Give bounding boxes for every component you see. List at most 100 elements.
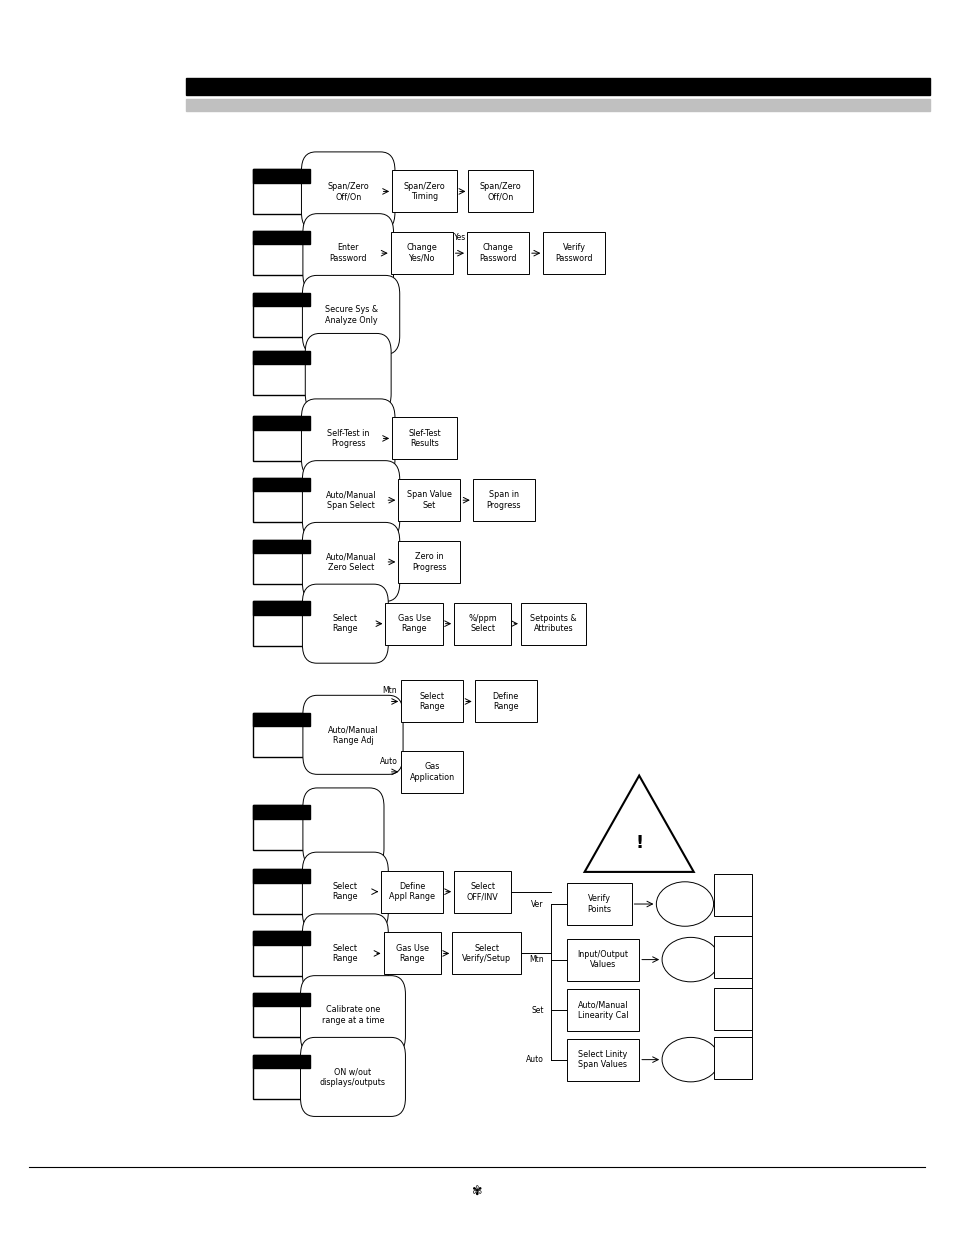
Bar: [253, 351, 310, 364]
FancyBboxPatch shape: [253, 713, 310, 757]
FancyBboxPatch shape: [253, 601, 310, 646]
Bar: [713, 874, 751, 916]
Text: Set: Set: [531, 1005, 543, 1015]
Text: Input/Output
Values: Input/Output Values: [577, 950, 628, 969]
FancyBboxPatch shape: [566, 989, 639, 1031]
FancyBboxPatch shape: [253, 231, 310, 275]
FancyBboxPatch shape: [303, 695, 402, 774]
Bar: [253, 540, 310, 553]
Text: !: !: [635, 834, 642, 852]
Bar: [253, 601, 310, 615]
Bar: [713, 1037, 751, 1079]
Ellipse shape: [661, 1037, 719, 1082]
FancyBboxPatch shape: [400, 751, 462, 793]
FancyBboxPatch shape: [467, 232, 528, 274]
Text: Select
OFF/INV: Select OFF/INV: [466, 882, 498, 902]
Bar: [713, 988, 751, 1030]
Text: Span/Zero
Timing: Span/Zero Timing: [403, 182, 445, 201]
FancyBboxPatch shape: [253, 293, 310, 337]
Text: Select
Range: Select Range: [333, 944, 357, 963]
FancyBboxPatch shape: [392, 417, 456, 459]
Text: Define
Range: Define Range: [492, 692, 518, 711]
FancyBboxPatch shape: [300, 976, 405, 1055]
Bar: [253, 931, 310, 945]
FancyBboxPatch shape: [301, 399, 395, 478]
FancyBboxPatch shape: [300, 1037, 405, 1116]
Text: Gas Use
Range: Gas Use Range: [395, 944, 428, 963]
Bar: [186, 78, 929, 95]
FancyBboxPatch shape: [302, 275, 399, 354]
Text: Slef-Test
Results: Slef-Test Results: [408, 429, 440, 448]
Bar: [253, 1055, 310, 1068]
FancyBboxPatch shape: [302, 461, 399, 540]
Text: Change
Password: Change Password: [478, 243, 517, 263]
FancyBboxPatch shape: [543, 232, 605, 274]
Text: Verify
Points: Verify Points: [586, 894, 611, 914]
Text: Auto: Auto: [380, 757, 397, 766]
Text: Verify
Password: Verify Password: [555, 243, 593, 263]
FancyBboxPatch shape: [473, 479, 534, 521]
FancyBboxPatch shape: [305, 333, 391, 412]
FancyBboxPatch shape: [454, 603, 511, 645]
FancyBboxPatch shape: [392, 170, 456, 212]
Text: Select
Range: Select Range: [419, 692, 444, 711]
Text: Gas Use
Range: Gas Use Range: [397, 614, 430, 634]
Text: Auto/Manual
Span Select: Auto/Manual Span Select: [326, 490, 375, 510]
Bar: [253, 231, 310, 245]
FancyBboxPatch shape: [566, 939, 639, 981]
Text: Secure Sys &
Analyze Only: Secure Sys & Analyze Only: [324, 305, 377, 325]
FancyBboxPatch shape: [566, 883, 631, 925]
FancyBboxPatch shape: [301, 152, 395, 231]
Text: Span/Zero
Off/On: Span/Zero Off/On: [479, 182, 521, 201]
FancyBboxPatch shape: [253, 805, 310, 850]
FancyBboxPatch shape: [380, 871, 442, 913]
FancyBboxPatch shape: [253, 351, 310, 395]
Text: Span/Zero
Off/On: Span/Zero Off/On: [327, 182, 369, 201]
Text: Select
Range: Select Range: [333, 614, 357, 634]
Text: ON w/out
displays/outputs: ON w/out displays/outputs: [319, 1067, 386, 1087]
FancyBboxPatch shape: [302, 852, 388, 931]
Text: Define
Appl Range: Define Appl Range: [389, 882, 435, 902]
Text: Ver: Ver: [531, 899, 543, 909]
FancyBboxPatch shape: [520, 603, 585, 645]
Text: Mtn: Mtn: [529, 955, 543, 965]
FancyBboxPatch shape: [253, 869, 310, 914]
Text: %/ppm
Select: %/ppm Select: [468, 614, 497, 634]
Text: Auto/Manual
Zero Select: Auto/Manual Zero Select: [326, 552, 375, 572]
FancyBboxPatch shape: [302, 584, 388, 663]
FancyBboxPatch shape: [253, 931, 310, 976]
FancyBboxPatch shape: [302, 914, 388, 993]
FancyBboxPatch shape: [385, 603, 442, 645]
Text: Auto/Manual
Linearity Cal: Auto/Manual Linearity Cal: [578, 1000, 627, 1020]
Bar: [186, 99, 929, 111]
Text: Calibrate one
range at a time: Calibrate one range at a time: [321, 1005, 384, 1025]
Bar: [253, 805, 310, 819]
FancyBboxPatch shape: [253, 993, 310, 1037]
Text: Mtn: Mtn: [381, 687, 396, 695]
Text: Yes: Yes: [454, 233, 465, 242]
FancyBboxPatch shape: [454, 871, 511, 913]
FancyBboxPatch shape: [253, 416, 310, 461]
Text: Zero in
Progress: Zero in Progress: [412, 552, 446, 572]
FancyBboxPatch shape: [302, 522, 399, 601]
Text: ✾: ✾: [471, 1186, 482, 1198]
Text: Select
Verify/Setup: Select Verify/Setup: [461, 944, 511, 963]
Bar: [253, 713, 310, 726]
Text: Auto: Auto: [525, 1055, 543, 1065]
FancyBboxPatch shape: [475, 680, 536, 722]
FancyBboxPatch shape: [253, 478, 310, 522]
Bar: [253, 416, 310, 430]
Text: Span Value
Set: Span Value Set: [406, 490, 452, 510]
Text: Self-Test in
Progress: Self-Test in Progress: [327, 429, 369, 448]
FancyBboxPatch shape: [468, 170, 533, 212]
FancyBboxPatch shape: [303, 214, 393, 293]
FancyBboxPatch shape: [253, 169, 310, 214]
FancyBboxPatch shape: [400, 680, 462, 722]
Bar: [253, 293, 310, 306]
Text: Setpoints &
Attributes: Setpoints & Attributes: [530, 614, 576, 634]
Text: Select Linity
Span Values: Select Linity Span Values: [578, 1050, 627, 1070]
Bar: [253, 993, 310, 1007]
Text: Auto/Manual
Range Adj: Auto/Manual Range Adj: [328, 725, 377, 745]
Bar: [253, 869, 310, 883]
FancyBboxPatch shape: [253, 1055, 310, 1099]
